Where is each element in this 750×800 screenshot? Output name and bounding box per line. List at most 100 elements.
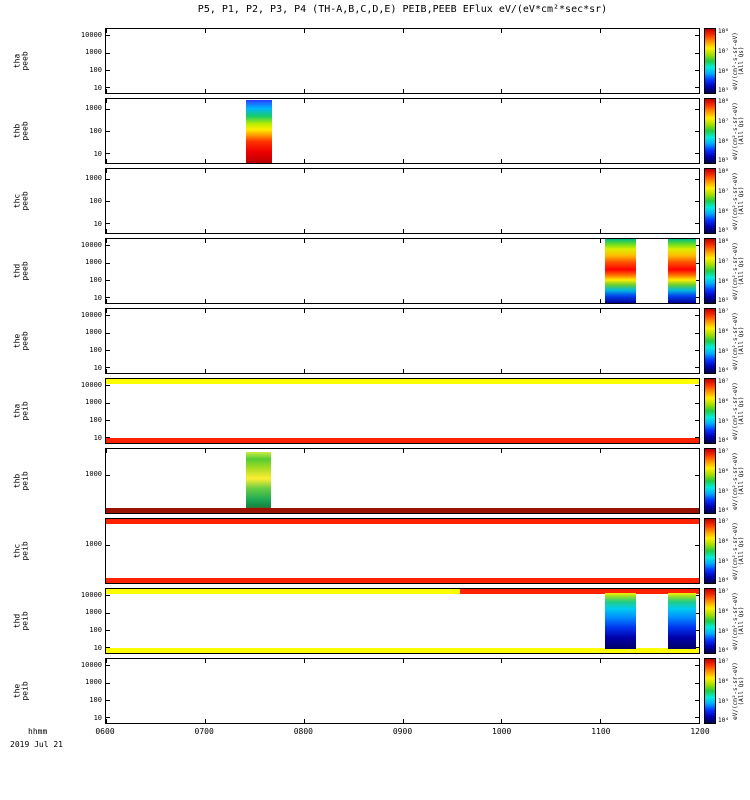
hour-tick (106, 719, 107, 723)
y-tick-label: 10 (93, 644, 102, 653)
hour-tick (204, 659, 206, 663)
y-tick-label: 100 (89, 66, 102, 75)
hour-tick (402, 369, 404, 373)
colorbar-unit-text: eV/(cm²-s-sr-eV) (All Qs) (732, 592, 745, 650)
hour-tick (600, 99, 602, 103)
panel-label-text-thc-peib: thc peib (13, 541, 30, 560)
y-tick-label: 10000 (80, 590, 102, 599)
hour-tick (699, 89, 700, 93)
energy-tick (106, 201, 110, 202)
energy-tick (106, 437, 110, 439)
colorbar-unit-text: eV/(cm²-s-sr-eV) (All Qs) (732, 32, 745, 90)
panel-label-text-thb-peeb: thb peeb (13, 121, 30, 140)
panel-label-tha-peib: tha peib (8, 378, 36, 444)
colorbar-tick-label: 10⁶ (718, 67, 729, 75)
colorbar-tick-label: 10⁵ (718, 627, 729, 635)
y-tick-label: 1000 (85, 328, 102, 337)
hour-tick (204, 449, 206, 453)
energy-tick (695, 201, 699, 202)
hour-tick (106, 229, 107, 233)
label-line: peib (20, 471, 30, 491)
hour-tick (303, 369, 305, 373)
energy-tick (106, 178, 110, 180)
colorbar (704, 378, 716, 444)
hour-tick (303, 99, 305, 103)
panel-label-text-thb-peib: thb peib (13, 471, 30, 491)
hour-tick (501, 239, 503, 243)
energy-tick (695, 87, 699, 89)
y-tick-label: 100 (89, 127, 102, 135)
x-tick-label: 1000 (492, 727, 512, 736)
energy-tick (106, 419, 110, 421)
energy-tick (106, 402, 110, 404)
hour-tick (106, 659, 107, 663)
hour-tick (204, 29, 206, 33)
energy-tick (106, 629, 110, 631)
hour-tick (600, 719, 602, 723)
energy-tick (695, 245, 699, 247)
label-line: peib (20, 401, 30, 421)
y-tick-label: 10000 (80, 380, 102, 389)
hour-tick (699, 449, 700, 453)
panel-label-thb-peeb: thb peeb (8, 98, 36, 164)
hour-tick (501, 299, 503, 303)
hour-tick (699, 309, 700, 313)
colorbar-unit-text: eV/(cm²-s-sr-eV) (All Qs) (732, 102, 745, 160)
hour-tick (303, 719, 305, 723)
x-tick-label: 0700 (194, 727, 214, 736)
energy-tick (695, 332, 699, 334)
energy-tick (695, 544, 699, 546)
unit-line: (All Qs) (738, 536, 746, 566)
hour-tick (402, 229, 404, 233)
y-tick-label: 10000 (80, 660, 102, 669)
hour-tick (600, 239, 602, 243)
hour-tick (106, 169, 107, 173)
colorbar-unit-label: eV/(cm²-s-sr-eV) (All Qs) (730, 658, 748, 724)
energy-tick (695, 131, 699, 132)
hour-tick (699, 99, 700, 103)
colorbar-tick-label: 10⁵ (718, 487, 729, 495)
unit-line: (All Qs) (738, 396, 746, 426)
hour-tick (402, 169, 404, 173)
hour-tick (402, 29, 404, 33)
y-tick-label: 100 (89, 346, 102, 355)
colorbar-tick-label: 10⁷ (718, 47, 729, 55)
energy-tick (695, 385, 699, 387)
energy-tick (106, 332, 110, 334)
hour-tick (106, 159, 107, 163)
energy-tick (106, 223, 110, 225)
label-line: peib (20, 681, 30, 701)
hour-tick (600, 369, 602, 373)
colorbar-tick-label: 10⁴ (718, 576, 729, 584)
spectrogram-panel-thc-peib (105, 518, 700, 584)
energy-tick (106, 665, 110, 667)
colorbar (704, 168, 716, 234)
panel-label-thd-peeb: thd peeb (8, 238, 36, 304)
colorbar-tick-label: 10⁴ (718, 716, 729, 724)
flux-bar (106, 508, 699, 513)
hour-tick (106, 99, 107, 103)
flux-bar (106, 648, 699, 653)
hour-tick (106, 89, 107, 93)
energy-tick (695, 665, 699, 667)
hour-tick (303, 309, 305, 313)
spectrogram-panel-thb-peib (105, 448, 700, 514)
colorbar-tick-label: 10⁷ (718, 587, 729, 595)
colorbar-tick-label: 10⁷ (718, 307, 729, 315)
hour-tick (699, 159, 700, 163)
energy-tick (106, 682, 110, 684)
hour-tick (501, 309, 503, 313)
colorbar-tick-label: 10⁴ (718, 506, 729, 514)
energy-tick (695, 279, 699, 281)
hour-tick (106, 299, 107, 303)
energy-tick (106, 108, 110, 110)
hour-tick (402, 309, 404, 313)
spectrogram-panel-thd-peeb (105, 238, 700, 304)
hour-tick (402, 299, 404, 303)
panel-label-the-peib: the peib (8, 658, 36, 724)
colorbar-tick-label: 10⁷ (718, 187, 729, 195)
energy-tick (695, 717, 699, 719)
energy-tick (695, 595, 699, 597)
panel-label-text-the-peeb: the peeb (13, 331, 30, 350)
y-tick-label: 100 (89, 197, 102, 205)
